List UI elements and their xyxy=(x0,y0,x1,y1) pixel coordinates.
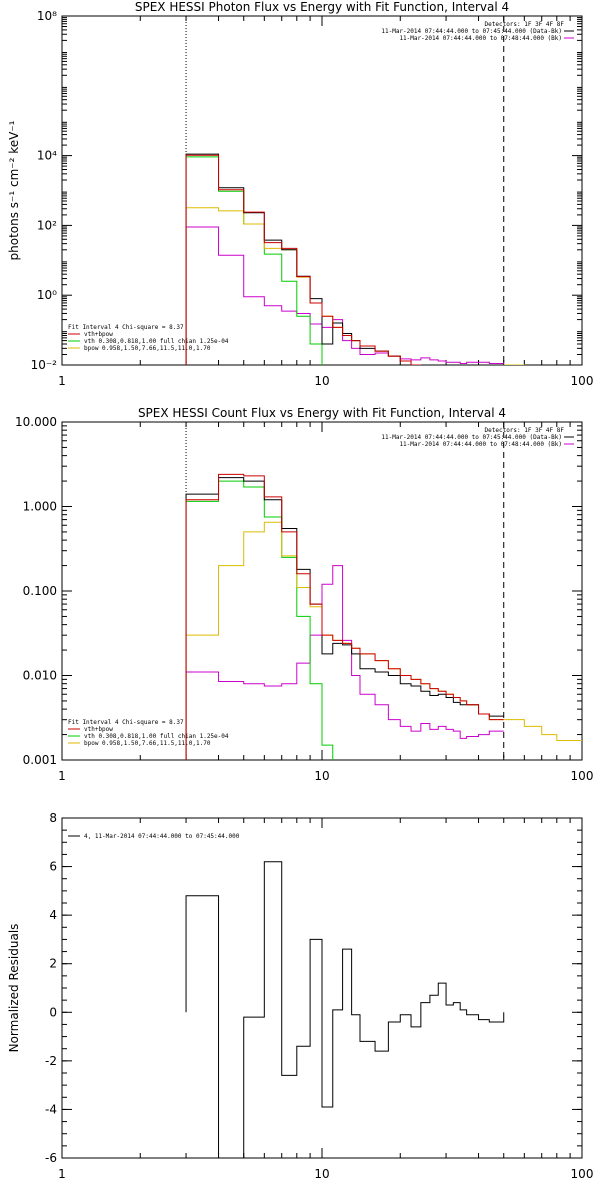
legend-right-entry: 11-Mar-2014 07:44:44.000 to 07:45:44.000… xyxy=(381,28,562,35)
y-tick-label: 0.001 xyxy=(23,753,57,767)
legend-left-entry: vth 0.308,0.818,1.00 full chian 1.25e-04 xyxy=(84,733,229,740)
legend-right-entry: 11-Mar-2014 07:44:44.000 to 07:48:44.000… xyxy=(399,441,562,448)
y-tick-label: 0 xyxy=(49,1005,57,1019)
y-tick-label: 10⁰ xyxy=(37,288,57,302)
x-tick-label: 1 xyxy=(58,769,66,783)
legend-fit-header: Fit Interval 4 Chi-square = 8.37 xyxy=(68,324,184,331)
series-bpow xyxy=(185,207,422,365)
y-tick-label: 0.100 xyxy=(23,584,57,598)
x-tick-label: 100 xyxy=(571,1167,594,1181)
series-vth xyxy=(185,480,334,760)
y-tick-label: 10⁴ xyxy=(37,149,57,163)
x-tick-label: 1 xyxy=(58,374,66,388)
legend-right-entry: 11-Mar-2014 07:44:44.000 to 07:48:44.000… xyxy=(399,35,562,42)
series-total xyxy=(185,477,504,760)
y-tick-label: 10² xyxy=(37,218,57,232)
chart-title: SPEX HESSI Photon Flux vs Energy with Fi… xyxy=(135,0,509,14)
series-bkg xyxy=(185,226,504,365)
y-axis-label: Normalized Residuals xyxy=(7,924,21,1053)
chart-panel-3: 1 10 100 -6 -4 -2 0 2 4 6 8 Normalized Residuals 4, … xyxy=(7,811,593,1181)
y-tick-label: 1.000 xyxy=(23,500,57,514)
x-tick-label: 100 xyxy=(571,769,594,783)
x-tick-label: 100 xyxy=(571,374,594,388)
chart-panel-1: SPEX HESSI Photon Flux vs Energy with Fi… xyxy=(7,0,593,388)
y-tick-label: 4 xyxy=(49,908,57,922)
series-vth xyxy=(185,156,323,365)
y-tick-label: -6 xyxy=(45,1151,57,1165)
series-fit xyxy=(185,154,422,365)
legend-fit-header: Fit Interval 4 Chi-square = 8.37 xyxy=(68,719,184,726)
x-tick-label: 1 xyxy=(58,1167,66,1181)
chart-title: SPEX HESSI Count Flux vs Energy with Fit… xyxy=(138,406,506,420)
y-tick-label: 10⁸ xyxy=(37,9,57,23)
x-tick-label: 10 xyxy=(314,1167,329,1181)
chart-panel-2: SPEX HESSI Count Flux vs Energy with Fit… xyxy=(15,406,593,783)
series-bpow-extended xyxy=(503,719,582,742)
series-bkg xyxy=(185,565,504,760)
legend-detectors: Detectors: 1F 3F 4F 8F xyxy=(485,427,565,434)
series-bpow-extended xyxy=(503,364,525,365)
legend-detectors: Detectors: 1F 3F 4F 8F xyxy=(485,21,565,28)
legend-left-entry: bpow 0.958,1.50,7.66,11.5,11.0,1.70 xyxy=(84,345,211,352)
series-fit xyxy=(185,473,504,760)
legend-left-entry: bpow 0.958,1.50,7.66,11.5,11.0,1.70 xyxy=(84,740,211,747)
y-tick-label: 10⁻² xyxy=(31,358,58,372)
legend-right-entry: 11-Mar-2014 07:44:44.000 to 07:45:44.000… xyxy=(381,434,562,441)
series-bpow xyxy=(185,521,504,760)
legend-left-entry: vth+bpow xyxy=(84,726,113,733)
x-tick-label: 10 xyxy=(314,374,329,388)
legend-left-entry: vth 0.308,0.818,1.00 full chian 1.25e-04 xyxy=(84,338,229,345)
y-tick-label: -2 xyxy=(45,1054,57,1068)
series-total xyxy=(185,153,422,365)
y-tick-label: 10.000 xyxy=(15,415,57,429)
y-tick-label: 8 xyxy=(49,811,57,825)
y-tick-label: -4 xyxy=(45,1102,57,1116)
y-tick-label: 6 xyxy=(49,860,57,874)
y-axis-label: photons s⁻¹ cm⁻² keV⁻¹ xyxy=(7,120,21,260)
y-tick-label: 0.010 xyxy=(23,669,57,683)
legend-left-entry: 4, 11-Mar-2014 07:44:44.000 to 07:45:44.… xyxy=(84,833,240,840)
x-tick-label: 10 xyxy=(314,769,329,783)
y-tick-label: 2 xyxy=(49,957,57,971)
series-total xyxy=(185,861,505,1158)
legend-left-entry: vth+bpow xyxy=(84,331,113,338)
